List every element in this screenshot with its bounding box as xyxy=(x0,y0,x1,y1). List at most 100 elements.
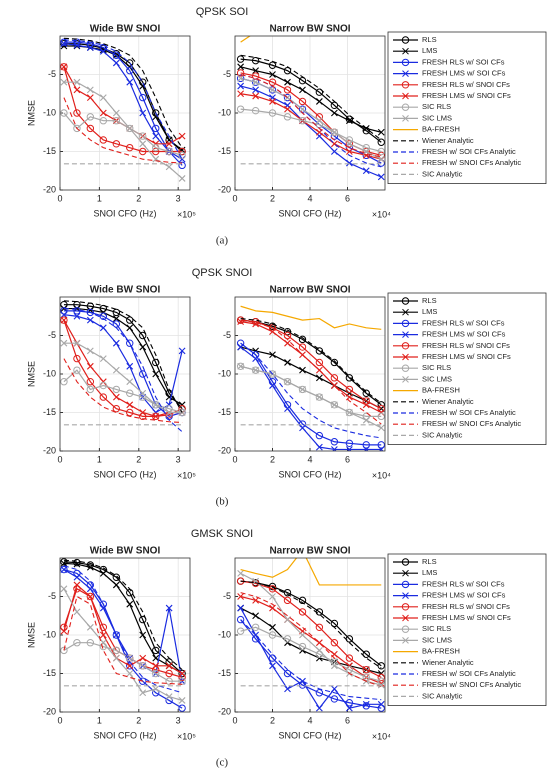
x-tick-label: 6 xyxy=(345,715,350,725)
series-line xyxy=(63,319,183,417)
marker xyxy=(283,86,292,94)
marker xyxy=(299,86,306,94)
legend-marker xyxy=(402,331,409,338)
series-line xyxy=(240,619,382,709)
marker xyxy=(251,72,260,80)
marker xyxy=(252,355,260,362)
marker xyxy=(237,362,245,370)
legend-label: LMS xyxy=(422,568,437,577)
legend-marker xyxy=(402,637,409,644)
marker xyxy=(73,573,81,581)
x-tick-label: 0 xyxy=(57,715,62,725)
marker xyxy=(178,175,186,182)
marker xyxy=(284,78,291,86)
figure-title: QPSK SNOI xyxy=(192,267,253,279)
marker xyxy=(73,581,81,589)
y-tick-label: -10 xyxy=(43,107,56,117)
series-line xyxy=(240,319,382,410)
marker xyxy=(236,69,245,77)
legend-label: FRESH LMS w/ SNOI CFs xyxy=(422,352,511,361)
marker xyxy=(126,339,134,347)
x-tick-label: 1 xyxy=(97,715,102,725)
marker xyxy=(362,389,370,397)
legend-label: SIC Analytic xyxy=(422,169,463,178)
marker xyxy=(112,581,120,589)
marker xyxy=(165,147,173,156)
series-line xyxy=(63,562,183,675)
x-tick-label: 2 xyxy=(136,715,141,725)
series-line xyxy=(63,97,183,164)
series-line xyxy=(63,569,183,682)
marker xyxy=(236,74,245,83)
marker xyxy=(362,665,370,674)
series-line xyxy=(63,43,183,152)
series-line xyxy=(240,77,382,160)
series-line xyxy=(240,54,382,141)
marker xyxy=(165,669,173,678)
marker xyxy=(330,639,339,647)
marker xyxy=(60,316,68,324)
x-axis-label: SNOI CFO (Hz) xyxy=(94,469,157,479)
y-tick-label: -5 xyxy=(223,591,231,601)
y-tick-label: -5 xyxy=(48,69,56,79)
marker xyxy=(268,109,277,117)
marker xyxy=(330,401,339,409)
marker xyxy=(126,125,134,132)
y-tick-label: -20 xyxy=(43,184,56,194)
legend-label: FRESH RLS w/ SNOI CFs xyxy=(422,602,510,611)
x-tick-label: 1 xyxy=(97,193,102,203)
marker xyxy=(152,113,160,121)
marker xyxy=(99,94,107,101)
legend-label: RLS xyxy=(422,296,437,305)
marker xyxy=(268,582,277,591)
x-tick-label: 2 xyxy=(136,193,141,203)
marker xyxy=(139,631,147,639)
marker xyxy=(139,132,147,140)
legend-label: SIC RLS xyxy=(422,102,451,111)
x-axis-label: SNOI CFO (Hz) xyxy=(279,469,342,479)
series-line xyxy=(63,559,183,671)
marker xyxy=(330,662,338,670)
marker xyxy=(315,647,323,654)
series-line xyxy=(63,565,183,694)
marker xyxy=(86,593,94,600)
legend-label: FRESH w/ SOI CFs Analytic xyxy=(422,147,516,156)
series-line xyxy=(240,580,382,669)
marker xyxy=(269,351,276,359)
marker xyxy=(60,40,68,48)
series-line xyxy=(63,314,183,414)
subplot-title: Narrow BW SNOI xyxy=(269,24,350,35)
marker xyxy=(165,693,173,700)
y-tick-label: -10 xyxy=(218,629,231,639)
marker xyxy=(251,56,260,65)
marker xyxy=(345,662,353,670)
marker xyxy=(362,167,370,175)
y-tick-label: -10 xyxy=(218,368,231,378)
marker xyxy=(252,596,260,604)
series-line xyxy=(240,305,382,330)
marker xyxy=(86,347,94,355)
series-line xyxy=(63,358,183,424)
y-tick-label: -5 xyxy=(48,330,56,340)
y-tick-label: -20 xyxy=(43,445,56,455)
y-tick-label: -15 xyxy=(218,407,231,417)
subplot-title: Wide BW SNOI xyxy=(90,24,161,35)
marker xyxy=(152,412,160,420)
marker xyxy=(126,408,134,417)
marker xyxy=(99,378,107,386)
marker xyxy=(377,424,385,432)
marker xyxy=(345,408,354,417)
legend-label: FRESH RLS w/ SOI CFs xyxy=(422,318,505,327)
plot-area xyxy=(236,305,385,451)
series-line xyxy=(240,365,382,429)
marker xyxy=(60,78,68,86)
x-multiplier: ×10⁵ xyxy=(177,209,196,219)
marker xyxy=(99,109,107,117)
x-tick-label: 1 xyxy=(97,454,102,464)
marker xyxy=(99,570,107,577)
legend-label: Wiener Analytic xyxy=(422,136,474,145)
marker xyxy=(269,71,276,78)
legend-label: RLS xyxy=(422,557,437,566)
x-tick-label: 0 xyxy=(57,193,62,203)
marker xyxy=(112,404,121,413)
